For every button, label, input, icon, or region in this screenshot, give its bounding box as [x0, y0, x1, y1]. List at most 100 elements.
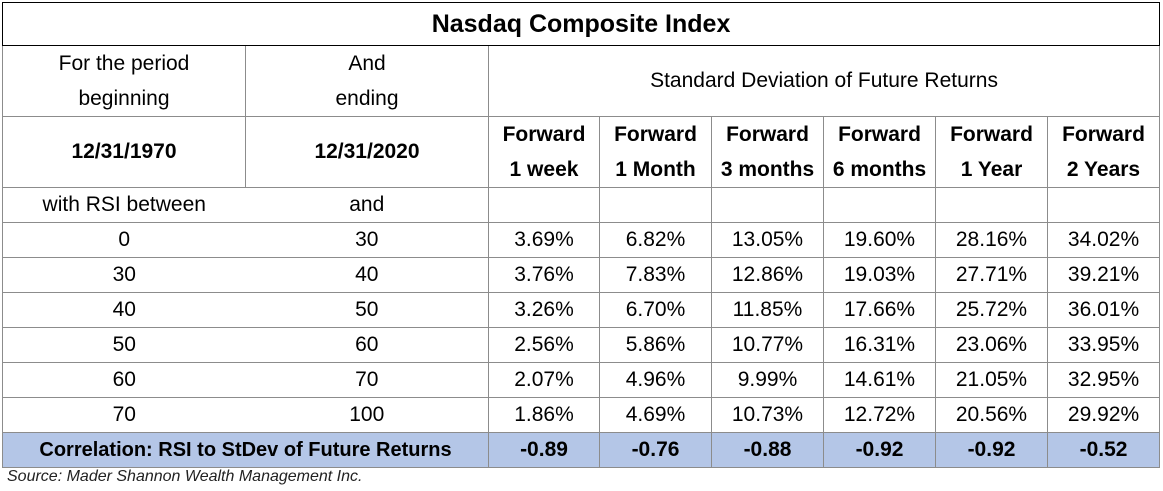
rsi-low: 60 [2, 362, 246, 398]
value-cell: 7.83% [599, 257, 712, 293]
table-title: Nasdaq Composite Index [1, 2, 1161, 46]
value-cell: 28.16% [935, 222, 1048, 258]
column-header-line2: 6 months [832, 158, 927, 181]
column-header-line1: Forward [502, 123, 586, 146]
value-cell: 1.86% [488, 397, 600, 433]
column-header: Forward 1 Month [599, 116, 712, 188]
column-header-line1: Forward [1062, 123, 1145, 146]
rsi-high: 70 [245, 362, 489, 398]
table-row: 30 40 3.76% 7.83% 12.86% 19.03% 27.71% 3… [2, 257, 1161, 293]
value-cell: 4.96% [599, 362, 712, 398]
value-cell: 36.01% [1046, 292, 1161, 328]
column-header-line1: Forward [950, 123, 1033, 146]
value-cell: 3.69% [488, 222, 600, 258]
value-cell: 21.05% [935, 362, 1048, 398]
value-cell: 12.72% [823, 397, 936, 433]
end-date: 12/31/2020 [245, 116, 489, 188]
column-header-line1: Forward [838, 123, 921, 146]
column-header-line2: 1 Year [960, 158, 1023, 181]
correlation-value: -0.88 [711, 432, 824, 468]
correlation-value: -0.92 [823, 432, 936, 468]
rsi-high: 100 [245, 397, 489, 433]
value-cell: 13.05% [711, 222, 824, 258]
rsi-high: 30 [245, 222, 489, 258]
value-cell: 4.69% [599, 397, 712, 433]
value-cell: 16.31% [823, 327, 936, 363]
value-cell: 10.73% [711, 397, 824, 433]
value-cell: 5.86% [599, 327, 712, 363]
period-end-label-line1: And [348, 52, 386, 75]
column-header: Forward 6 months [823, 116, 936, 188]
empty-cell [488, 187, 600, 223]
value-cell: 11.85% [711, 292, 824, 328]
period-end-label-line2: ending [335, 87, 399, 110]
metric-label: Standard Deviation of Future Returns [487, 45, 1161, 117]
rsi-low: 40 [2, 292, 246, 328]
correlation-value: -0.52 [1046, 432, 1161, 468]
period-end-label: And ending [245, 45, 489, 117]
value-cell: 19.03% [823, 257, 936, 293]
dates-row: 12/31/1970 12/31/2020 Forward 1 week Forw… [2, 116, 1161, 188]
column-header-line2: 1 week [509, 158, 579, 181]
correlation-value: -0.76 [599, 432, 712, 468]
value-cell: 19.60% [823, 222, 936, 258]
column-header: Forward 3 months [711, 116, 824, 188]
empty-cell [711, 187, 824, 223]
rsi-low: 30 [2, 257, 246, 293]
correlation-value: -0.92 [935, 432, 1048, 468]
value-cell: 2.07% [488, 362, 600, 398]
table-row: 40 50 3.26% 6.70% 11.85% 17.66% 25.72% 3… [2, 292, 1161, 328]
value-cell: 23.06% [935, 327, 1048, 363]
rsi-low: 0 [2, 222, 246, 258]
value-cell: 17.66% [823, 292, 936, 328]
value-cell: 39.21% [1046, 257, 1161, 293]
column-header-line1: Forward [726, 123, 809, 146]
correlation-label: Correlation: RSI to StDev of Future Retu… [2, 432, 489, 468]
empty-cell [823, 187, 936, 223]
rsi-high: 60 [245, 327, 489, 363]
value-cell: 25.72% [935, 292, 1048, 328]
table-row: 50 60 2.56% 5.86% 10.77% 16.31% 23.06% 3… [2, 327, 1161, 363]
rsi-low-label: with RSI between [2, 187, 246, 223]
value-cell: 9.99% [711, 362, 824, 398]
column-header: Forward 1 week [488, 116, 600, 188]
value-cell: 6.70% [599, 292, 712, 328]
value-cell: 27.71% [935, 257, 1048, 293]
value-cell: 14.61% [823, 362, 936, 398]
rsi-high: 40 [245, 257, 489, 293]
header-row: For the period beginning And ending Stan… [2, 45, 1161, 117]
value-cell: 12.86% [711, 257, 824, 293]
rsi-header-row: with RSI between and [2, 187, 1161, 223]
column-header-line1: Forward [614, 123, 697, 146]
value-cell: 20.56% [935, 397, 1048, 433]
value-cell: 29.92% [1046, 397, 1161, 433]
rsi-low: 50 [2, 327, 246, 363]
column-header: Forward 2 Years [1046, 116, 1161, 188]
table-row: 60 70 2.07% 4.96% 9.99% 14.61% 21.05% 32… [2, 362, 1161, 398]
rsi-low: 70 [2, 397, 246, 433]
value-cell: 32.95% [1046, 362, 1161, 398]
source-note: Source: Mader Shannon Wealth Management … [7, 468, 363, 485]
empty-cell [935, 187, 1048, 223]
rsi-high-label: and [245, 187, 489, 223]
begin-date: 12/31/1970 [2, 116, 246, 188]
std-dev-table: Nasdaq Composite Index For the period be… [1, 2, 1161, 468]
column-header-line2: 3 months [720, 158, 815, 181]
value-cell: 2.56% [488, 327, 600, 363]
empty-cell [599, 187, 712, 223]
period-begin-label: For the period beginning [2, 45, 246, 117]
value-cell: 3.76% [488, 257, 600, 293]
value-cell: 6.82% [599, 222, 712, 258]
period-begin-label-line1: For the period [58, 52, 190, 75]
value-cell: 10.77% [711, 327, 824, 363]
column-header-line2: 1 Month [615, 158, 696, 181]
correlation-row: Correlation: RSI to StDev of Future Retu… [2, 432, 1161, 468]
table-row: 70 100 1.86% 4.69% 10.73% 12.72% 20.56% … [2, 397, 1161, 433]
value-cell: 3.26% [488, 292, 600, 328]
value-cell: 33.95% [1046, 327, 1161, 363]
column-header: Forward 1 Year [935, 116, 1048, 188]
value-cell: 34.02% [1046, 222, 1161, 258]
correlation-value: -0.89 [488, 432, 600, 468]
empty-cell [1046, 187, 1161, 223]
